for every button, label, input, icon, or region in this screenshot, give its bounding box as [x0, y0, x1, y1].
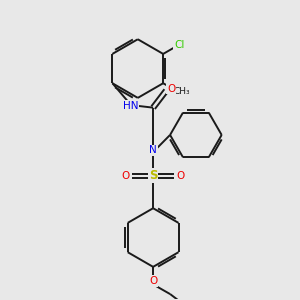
Text: HN: HN [123, 100, 139, 111]
Text: N: N [149, 146, 157, 155]
Text: O: O [149, 276, 157, 286]
Text: O: O [122, 171, 130, 181]
Text: CH₃: CH₃ [173, 87, 190, 96]
Text: S: S [149, 169, 158, 182]
Text: O: O [176, 171, 184, 181]
Text: O: O [167, 83, 175, 94]
Text: Cl: Cl [174, 40, 184, 50]
